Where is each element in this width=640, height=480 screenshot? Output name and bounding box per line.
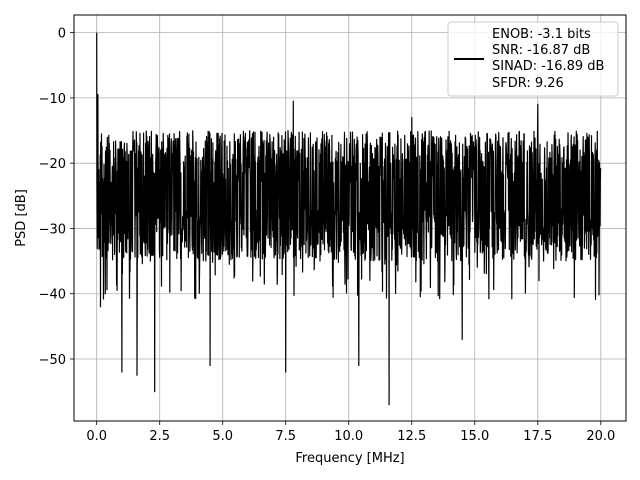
y-tick-label: −20: [39, 157, 66, 172]
y-axis-label: PSD [dB]: [14, 189, 29, 247]
x-tick-label: 12.5: [397, 429, 426, 444]
legend-line-3: SINAD: -16.89 dB: [492, 59, 604, 74]
y-tick-label: −30: [39, 222, 66, 237]
legend-box: [447, 21, 619, 97]
x-tick-label: 7.5: [275, 429, 296, 444]
plot-frame: [73, 14, 627, 422]
x-tick-label: 15.0: [460, 429, 489, 444]
x-tick-label: 20.0: [586, 429, 615, 444]
x-axis-label: Frequency [MHz]: [295, 451, 404, 466]
y-tick-label: −40: [39, 288, 66, 303]
x-tick-label: 0.0: [86, 429, 107, 444]
y-axis: 0 −10 −20 −30 −40 −50: [39, 27, 74, 368]
psd-series-line: [96, 32, 602, 406]
y-tick-label: −50: [39, 353, 66, 368]
y-tick-label: 0: [58, 27, 66, 42]
legend-line-2: SNR: -16.87 dB: [492, 43, 590, 58]
x-tick-label: 5.0: [212, 429, 233, 444]
psd-trace: [96, 32, 602, 406]
x-axis: 0.0 2.5 5.0 7.5 10.0 12.5 15.0 17.5 20.0: [86, 421, 615, 444]
legend-line-4: SFDR: 9.26: [492, 76, 564, 91]
legend: ENOB: -3.1 bits SNR: -16.87 dB SINAD: -1…: [447, 21, 619, 97]
x-tick-label: 2.5: [149, 429, 170, 444]
y-tick-label: −10: [39, 92, 66, 107]
legend-line-1: ENOB: -3.1 bits: [492, 27, 591, 42]
x-tick-label: 10.0: [334, 429, 363, 444]
x-tick-label: 17.5: [523, 429, 552, 444]
